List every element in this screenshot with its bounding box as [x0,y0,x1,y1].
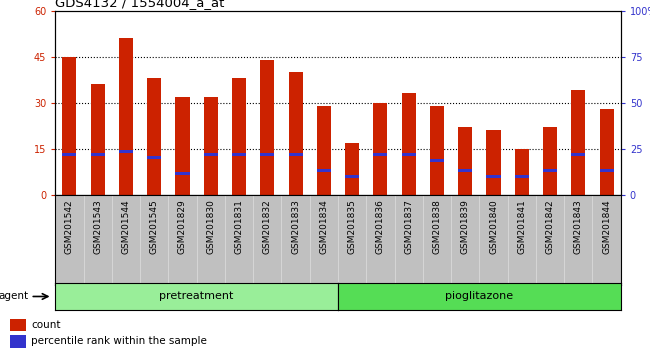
Text: GSM201838: GSM201838 [432,199,441,254]
Text: pretreatment: pretreatment [159,291,234,302]
Bar [458,169,473,172]
Bar [176,97,190,195]
Bar [90,153,105,156]
Text: GSM201832: GSM201832 [263,199,272,254]
Bar [10,319,26,331]
Bar [486,130,500,195]
Text: GSM201543: GSM201543 [93,199,102,254]
Text: GSM201545: GSM201545 [150,199,159,254]
Bar [543,169,557,172]
Bar [571,90,586,195]
Bar [62,57,77,195]
Text: pioglitazone: pioglitazone [445,291,514,302]
Text: GSM201544: GSM201544 [122,199,131,254]
Bar [260,153,274,156]
Text: GSM201842: GSM201842 [545,199,554,254]
Bar [599,169,614,172]
Bar [232,78,246,195]
Text: GSM201835: GSM201835 [348,199,357,254]
Bar [317,169,331,172]
Text: GSM201834: GSM201834 [319,199,328,254]
Text: GSM201844: GSM201844 [602,199,611,254]
Text: GSM201843: GSM201843 [574,199,583,254]
Bar [430,159,444,162]
Text: GDS4132 / 1554004_a_at: GDS4132 / 1554004_a_at [55,0,225,10]
Text: GSM201836: GSM201836 [376,199,385,254]
Text: GSM201830: GSM201830 [206,199,215,254]
Text: GSM201833: GSM201833 [291,199,300,254]
Bar [289,72,303,195]
Bar [402,93,416,195]
Text: GSM201840: GSM201840 [489,199,498,254]
Bar [119,150,133,153]
Bar [119,38,133,195]
Bar [176,172,190,175]
Text: GSM201542: GSM201542 [65,199,74,254]
Bar [232,153,246,156]
Bar [515,175,529,178]
Text: GSM201839: GSM201839 [461,199,470,254]
Text: agent: agent [0,291,29,302]
Bar [599,109,614,195]
Bar [373,103,387,195]
Bar [486,175,500,178]
Bar [289,153,303,156]
Bar [402,153,416,156]
Bar [203,97,218,195]
Text: GSM201841: GSM201841 [517,199,526,254]
Bar [345,175,359,178]
Bar [317,106,331,195]
Bar [458,127,473,195]
Bar [203,153,218,156]
Bar [10,335,26,348]
Bar [260,60,274,195]
Text: GSM201831: GSM201831 [235,199,244,254]
Bar [373,153,387,156]
Text: GSM201829: GSM201829 [178,199,187,254]
Bar [543,127,557,195]
Bar [430,106,444,195]
Text: GSM201837: GSM201837 [404,199,413,254]
Bar [345,143,359,195]
Bar [90,84,105,195]
Text: count: count [31,320,60,330]
Bar [147,156,161,159]
Bar [147,78,161,195]
Bar [571,153,586,156]
Text: percentile rank within the sample: percentile rank within the sample [31,336,207,346]
Bar [62,153,77,156]
Bar [515,149,529,195]
